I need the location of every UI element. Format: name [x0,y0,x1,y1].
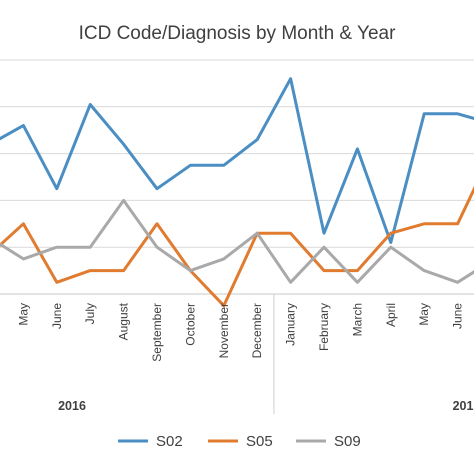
series-lines [0,77,474,308]
x-tick-label: December [250,303,264,358]
x-tick-label: June [451,303,465,329]
legend-label-s09: S09 [334,433,361,450]
legend: S02 S05 S09 [118,433,361,450]
series-line-s05 [0,185,474,308]
x-tick-label: February [317,303,331,351]
x-axis-ticks: May June July August September October Novembe… [16,302,464,361]
legend-label-s02: S02 [156,433,183,450]
x-tick-label: March [350,303,364,336]
gridlines [0,59,474,295]
x-tick-label: January [284,303,298,346]
legend-label-s05: S05 [246,433,273,450]
series-line-s09 [0,198,474,284]
year-labels: 2016 201 [58,399,473,413]
x-tick-label: July [83,303,97,324]
x-tick-label: November [217,303,231,358]
series-line-s02 [0,77,474,244]
x-tick-label: June [50,303,64,329]
chart-title: ICD Code/Diagnosis by Month & Year [79,23,397,44]
year-label: 2016 [58,399,86,413]
x-tick-label: October [183,303,197,346]
x-tick-label: May [417,303,431,326]
x-tick-label: August [117,302,131,340]
x-tick-label: September [150,303,164,362]
x-tick-label: April [384,303,398,327]
x-tick-label: May [16,303,30,326]
year-label: 201 [453,399,474,413]
